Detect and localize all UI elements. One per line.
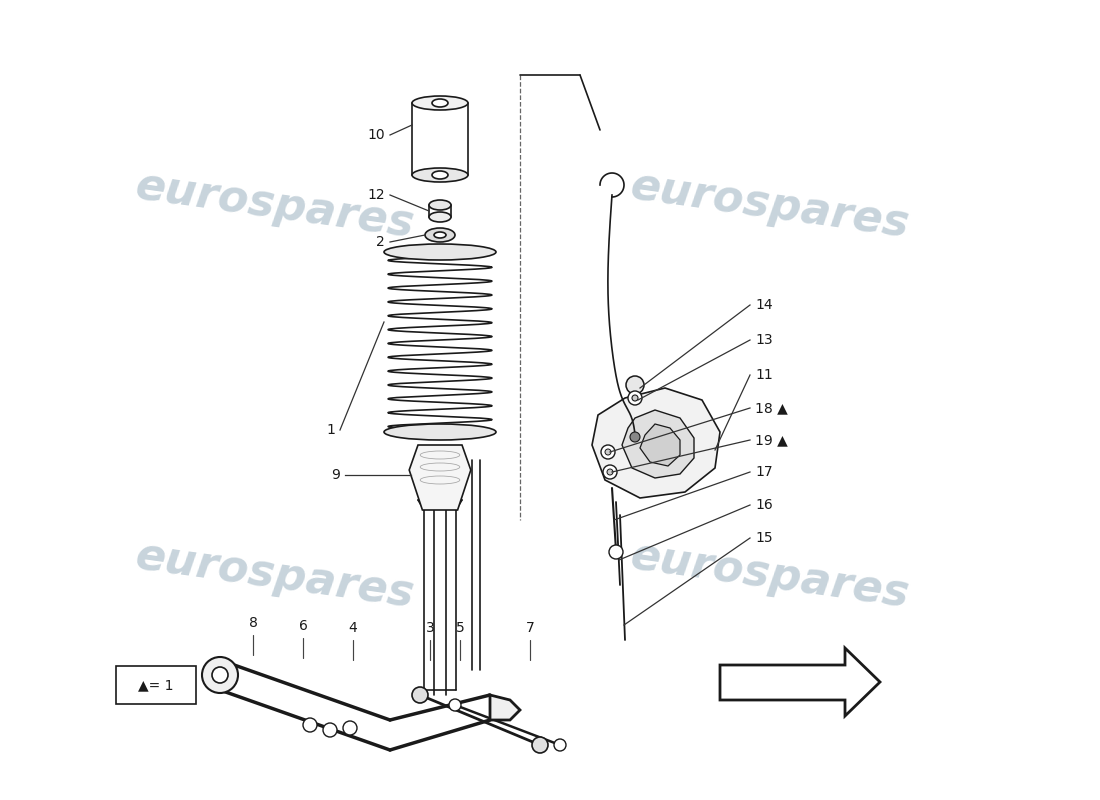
Circle shape: [603, 465, 617, 479]
Text: 18 ▲: 18 ▲: [755, 401, 788, 415]
Circle shape: [202, 657, 238, 693]
Text: 12: 12: [367, 188, 385, 202]
Circle shape: [630, 432, 640, 442]
Text: 6: 6: [298, 619, 307, 633]
Circle shape: [609, 545, 623, 559]
Circle shape: [532, 737, 548, 753]
Text: 17: 17: [755, 465, 772, 479]
Text: 15: 15: [755, 531, 772, 545]
Circle shape: [628, 391, 642, 405]
Ellipse shape: [425, 228, 455, 242]
Polygon shape: [592, 388, 720, 498]
Text: 9: 9: [331, 468, 340, 482]
Text: 2: 2: [376, 235, 385, 249]
Ellipse shape: [432, 99, 448, 107]
Circle shape: [343, 721, 358, 735]
Text: 19 ▲: 19 ▲: [755, 433, 788, 447]
Text: eurospares: eurospares: [628, 164, 912, 246]
Ellipse shape: [412, 96, 468, 110]
Polygon shape: [621, 410, 694, 478]
Text: 1: 1: [326, 423, 336, 437]
Circle shape: [212, 667, 228, 683]
Text: 7: 7: [526, 621, 535, 635]
Ellipse shape: [384, 424, 496, 440]
Text: 4: 4: [349, 621, 358, 635]
Text: 14: 14: [755, 298, 772, 312]
Text: eurospares: eurospares: [133, 534, 417, 616]
Circle shape: [412, 687, 428, 703]
Text: 16: 16: [755, 498, 772, 512]
Text: eurospares: eurospares: [628, 534, 912, 616]
Polygon shape: [720, 648, 880, 716]
Ellipse shape: [412, 168, 468, 182]
Ellipse shape: [434, 232, 446, 238]
Text: 3: 3: [426, 621, 434, 635]
Ellipse shape: [432, 171, 448, 179]
Circle shape: [449, 699, 461, 711]
Text: eurospares: eurospares: [133, 164, 417, 246]
Text: 5: 5: [455, 621, 464, 635]
Circle shape: [601, 445, 615, 459]
Circle shape: [632, 395, 638, 401]
Circle shape: [302, 718, 317, 732]
Text: 13: 13: [755, 333, 772, 347]
Ellipse shape: [429, 212, 451, 222]
Circle shape: [605, 449, 610, 455]
Text: 8: 8: [249, 616, 257, 630]
Circle shape: [607, 469, 613, 475]
Text: 11: 11: [755, 368, 772, 382]
Polygon shape: [409, 445, 471, 510]
Text: ▲= 1: ▲= 1: [139, 678, 174, 692]
Polygon shape: [490, 695, 520, 720]
Polygon shape: [640, 424, 680, 466]
FancyBboxPatch shape: [116, 666, 196, 704]
Ellipse shape: [429, 200, 451, 210]
Text: 10: 10: [367, 128, 385, 142]
Circle shape: [554, 739, 566, 751]
Ellipse shape: [384, 244, 496, 260]
Circle shape: [323, 723, 337, 737]
Circle shape: [626, 376, 644, 394]
